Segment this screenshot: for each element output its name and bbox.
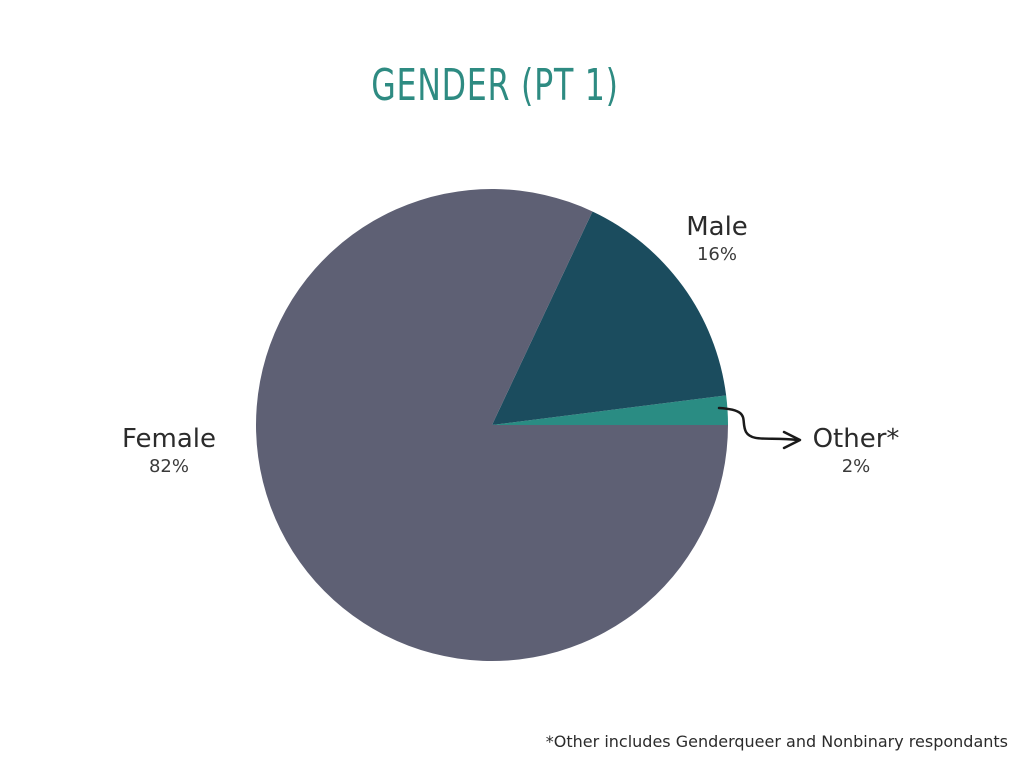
other-callout-arrow bbox=[717, 406, 800, 442]
label-male-name: Male bbox=[686, 212, 748, 242]
label-other-name: Other* bbox=[812, 424, 900, 454]
pie-slice-male bbox=[492, 211, 727, 425]
label-female-name: Female bbox=[121, 424, 216, 454]
pie-slices bbox=[256, 189, 728, 662]
label-male: Male 16% bbox=[637, 214, 797, 264]
label-other: Other* 2% bbox=[776, 426, 936, 476]
pie-slice-other bbox=[492, 395, 728, 425]
chart-title: GENDER (PT 1) bbox=[371, 60, 619, 111]
label-other-value: 2% bbox=[841, 456, 871, 477]
label-male-value: 16% bbox=[696, 244, 737, 265]
other-callout-arrowhead bbox=[782, 430, 802, 450]
label-female-value: 82% bbox=[148, 456, 189, 477]
footnote: *Other includes Genderqueer and Nonbinar… bbox=[545, 732, 1008, 751]
pie-slice-female bbox=[256, 189, 728, 662]
label-female: Female 82% bbox=[89, 426, 249, 476]
